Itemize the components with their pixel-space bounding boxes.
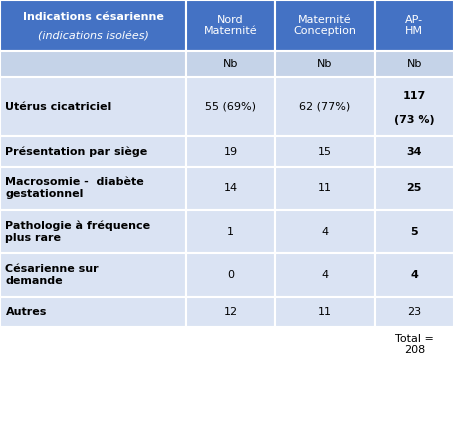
Text: 4: 4 xyxy=(410,270,418,280)
Bar xyxy=(186,253,275,297)
Text: 23: 23 xyxy=(407,307,421,317)
Text: AP-
HM: AP- HM xyxy=(405,15,423,36)
Bar xyxy=(0,253,186,297)
Bar xyxy=(275,0,375,51)
Text: Maternité
Conception: Maternité Conception xyxy=(293,15,356,36)
Text: 0: 0 xyxy=(227,270,234,280)
Bar xyxy=(275,77,375,136)
Bar xyxy=(275,297,375,327)
Bar xyxy=(0,297,186,327)
Text: Pathologie à fréquence
plus rare: Pathologie à fréquence plus rare xyxy=(5,221,151,243)
Text: 12: 12 xyxy=(223,307,237,317)
Bar xyxy=(0,0,186,51)
Bar xyxy=(275,51,375,77)
Bar xyxy=(186,77,275,136)
Bar xyxy=(375,253,454,297)
Bar xyxy=(275,167,375,210)
Text: 25: 25 xyxy=(407,183,422,193)
Bar xyxy=(0,327,454,362)
Text: Nb: Nb xyxy=(407,59,422,69)
Text: 1: 1 xyxy=(227,227,234,237)
Bar xyxy=(186,210,275,253)
Text: Présentation par siège: Présentation par siège xyxy=(5,146,148,157)
Text: (73 %): (73 %) xyxy=(394,115,434,124)
Text: 19: 19 xyxy=(223,147,237,156)
Bar xyxy=(0,167,186,210)
Text: Césarienne sur
demande: Césarienne sur demande xyxy=(5,264,99,286)
Bar xyxy=(375,77,454,136)
Bar xyxy=(375,136,454,167)
Text: 55 (69%): 55 (69%) xyxy=(205,101,256,112)
Bar xyxy=(375,167,454,210)
Text: Indications césarienne: Indications césarienne xyxy=(23,12,163,22)
Text: Nb: Nb xyxy=(223,59,238,69)
Bar xyxy=(0,210,186,253)
Text: 11: 11 xyxy=(318,183,331,193)
Text: Nb: Nb xyxy=(317,59,332,69)
Bar xyxy=(186,297,275,327)
Bar xyxy=(375,0,454,51)
Text: 4: 4 xyxy=(321,270,328,280)
Text: 34: 34 xyxy=(406,147,422,156)
Bar xyxy=(275,253,375,297)
Bar xyxy=(186,167,275,210)
Bar xyxy=(275,136,375,167)
Text: 15: 15 xyxy=(318,147,331,156)
Bar xyxy=(186,51,275,77)
Text: Total =
208: Total = 208 xyxy=(395,334,434,355)
Text: 14: 14 xyxy=(223,183,237,193)
Text: Nord
Maternité: Nord Maternité xyxy=(203,15,257,36)
Bar xyxy=(0,51,186,77)
Text: 117: 117 xyxy=(403,91,426,101)
Bar xyxy=(375,297,454,327)
Bar xyxy=(375,210,454,253)
Text: Macrosomie -  diabète
gestationnel: Macrosomie - diabète gestationnel xyxy=(5,178,144,199)
Bar xyxy=(186,0,275,51)
Bar xyxy=(0,136,186,167)
Bar xyxy=(0,77,186,136)
Text: 5: 5 xyxy=(410,227,418,237)
Text: 4: 4 xyxy=(321,227,328,237)
Text: Utérus cicatriciel: Utérus cicatriciel xyxy=(5,101,112,112)
Bar xyxy=(275,210,375,253)
Text: 62 (77%): 62 (77%) xyxy=(299,101,350,112)
Text: Autres: Autres xyxy=(5,307,47,317)
Text: 11: 11 xyxy=(318,307,331,317)
Bar xyxy=(375,51,454,77)
Text: (indications isolées): (indications isolées) xyxy=(38,32,148,42)
Bar xyxy=(186,136,275,167)
